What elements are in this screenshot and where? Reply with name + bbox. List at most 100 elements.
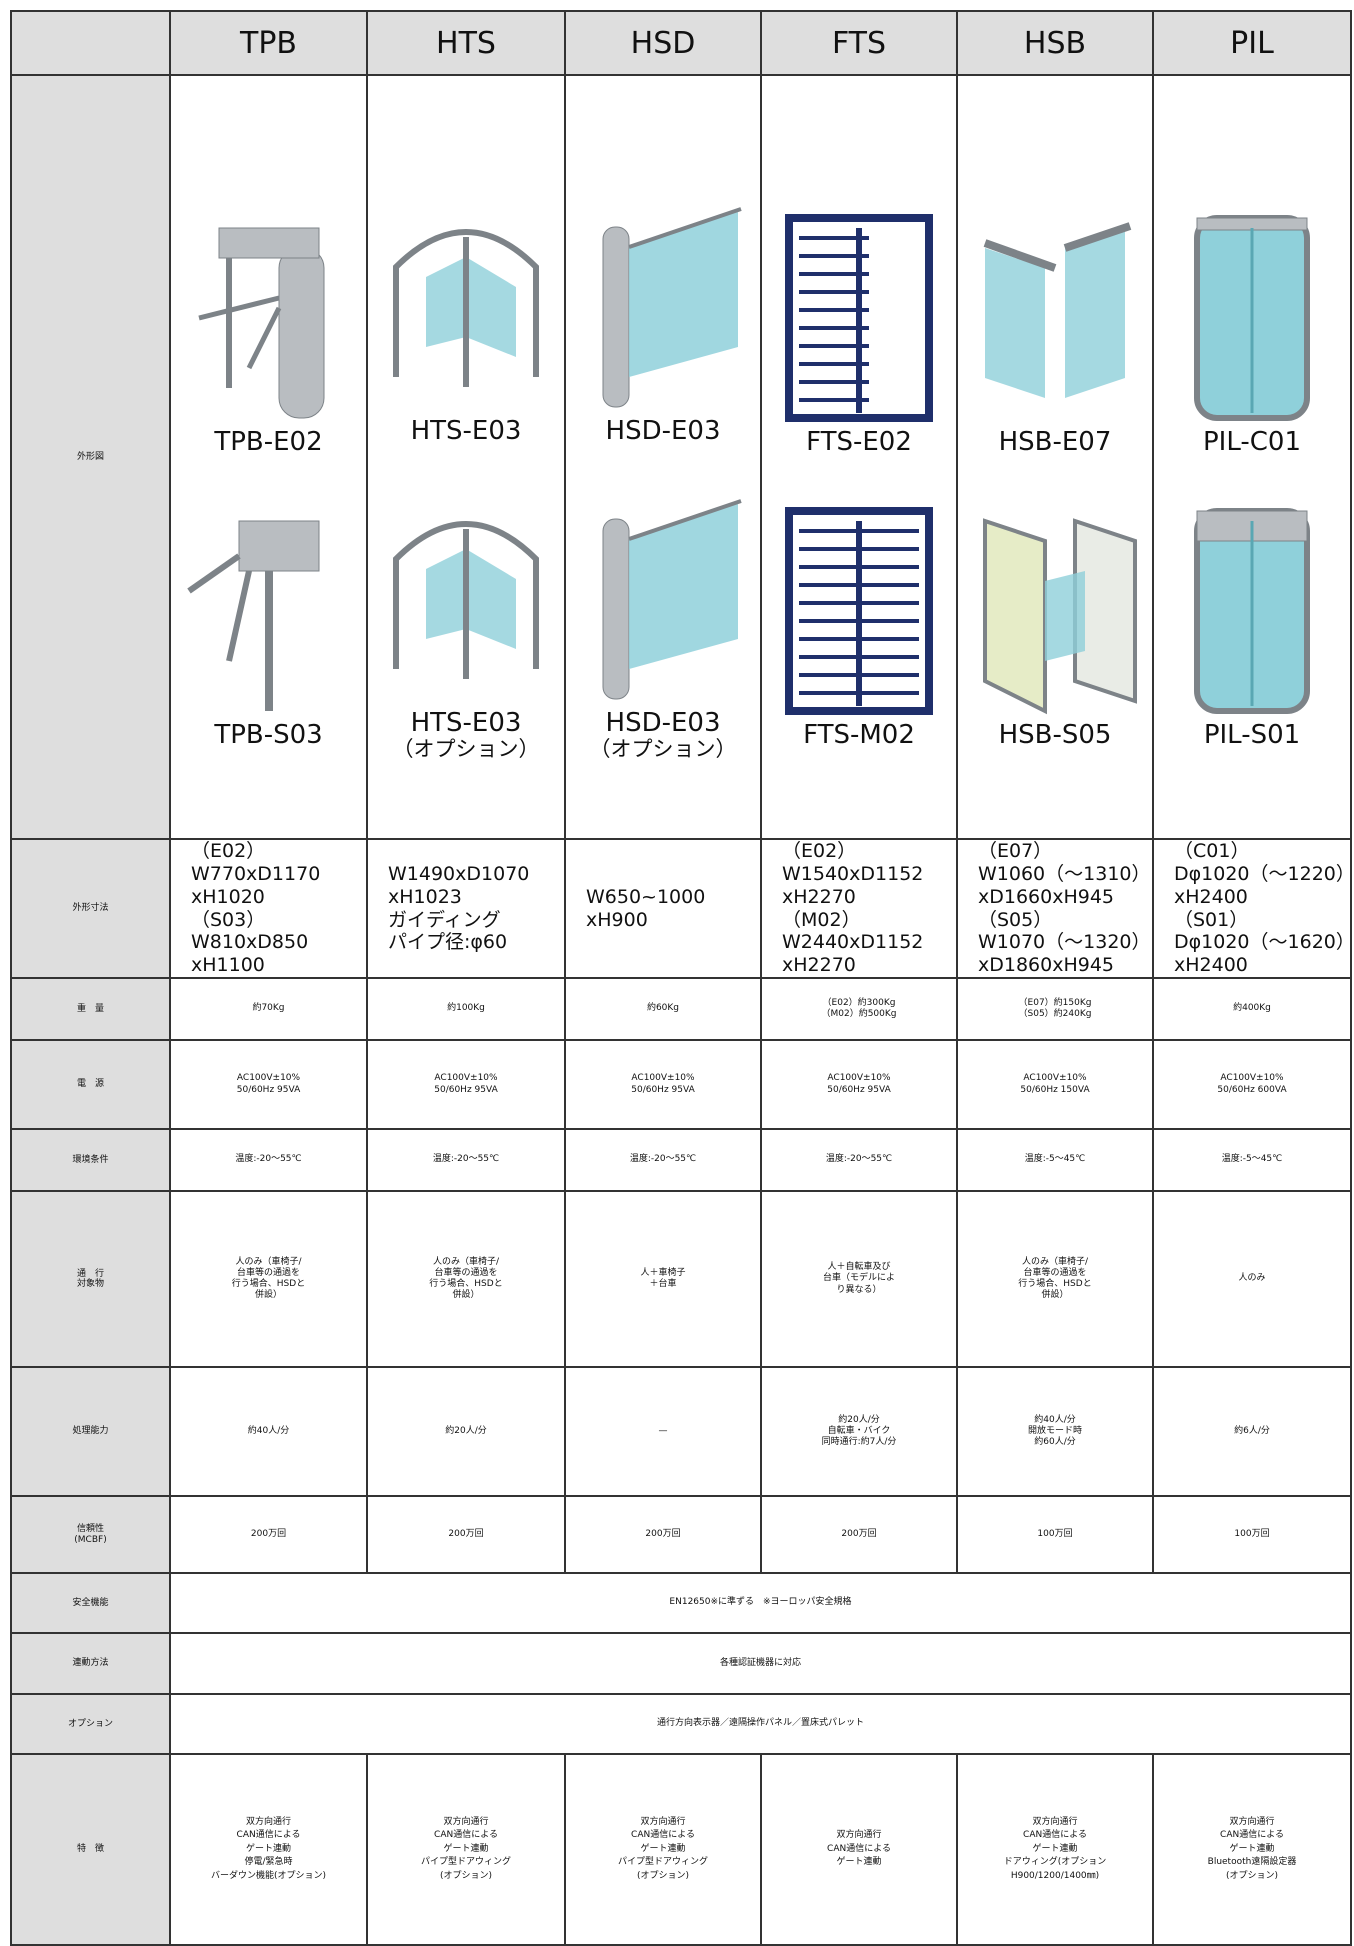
corner-cell bbox=[10, 10, 171, 76]
cell-text: 200万回 bbox=[448, 1528, 484, 1539]
cell-text: 通行方向表示器／遠隔操作パネル／置床式パレット bbox=[656, 1718, 864, 1729]
cell-text: 安全機能 bbox=[72, 1597, 109, 1608]
spec-cell: 温度:-5〜45℃ bbox=[1152, 1128, 1352, 1192]
spec-row: オプション 通行方向表示器／遠隔操作パネル／置床式パレット bbox=[10, 1693, 1352, 1755]
spec-cell: 200万回 bbox=[564, 1495, 762, 1574]
row-label: 外形図 bbox=[10, 74, 171, 840]
outline-cell: FTS-E02 FTS-M02 bbox=[760, 74, 958, 840]
cell-text: CAN通信による bbox=[236, 1830, 301, 1841]
cell-text: り異なる） bbox=[836, 1284, 882, 1295]
outline-cell: HSB-E07 HSB-S05 bbox=[956, 74, 1154, 840]
cell-text: 通 行 bbox=[76, 1268, 104, 1279]
spec-cell: 温度:-20〜55℃ bbox=[366, 1128, 566, 1192]
row-label: 安全機能 bbox=[10, 1572, 171, 1634]
cell-text: AC100V±10% bbox=[827, 1073, 891, 1084]
cell-text: xH2270 bbox=[782, 885, 856, 908]
cell-text: 重 量 bbox=[76, 1003, 104, 1014]
row-label: 重 量 bbox=[10, 977, 171, 1041]
cell-text: 50/60Hz 95VA bbox=[827, 1084, 891, 1095]
cell-text: AC100V±10% bbox=[434, 1073, 498, 1084]
spec-cell: 約20人/分 bbox=[366, 1366, 566, 1497]
cell-text: 人のみ（車椅子/ bbox=[235, 1256, 302, 1267]
cell-text: 200万回 bbox=[250, 1528, 287, 1539]
cell-text: 温度:-5〜45℃ bbox=[1221, 1154, 1283, 1165]
spec-cell: 温度:-5〜45℃ bbox=[956, 1128, 1154, 1192]
spec-row: 信頼性 (MCBF) 200万回 200万回 200万回 200万回 100万回 100万回 bbox=[10, 1495, 1352, 1574]
cell-text: 信頼性 bbox=[76, 1524, 104, 1535]
cell-text: xD1660xH945 bbox=[978, 885, 1115, 908]
cell-text: 50/60Hz 600VA bbox=[1217, 1084, 1287, 1095]
cell-text: HSD-E03 bbox=[605, 415, 721, 446]
cell-text: CAN通信による bbox=[1023, 1830, 1087, 1841]
spec-row: 処理能力 約40人/分 約20人/分 — 約20人/分 自転車・バイク 同時通行:約7人/分… bbox=[10, 1366, 1352, 1497]
cell-text: xH1020 bbox=[191, 885, 265, 908]
spec-row: 外形寸法 （E02） W770xD1170 xH1020 （S03） W810xD850 x… bbox=[10, 838, 1352, 979]
outline-box: TPB-E02 TPB-S03 bbox=[175, 164, 362, 749]
gate-illustration bbox=[983, 518, 1137, 715]
cell-text: 行う場合、HSDと bbox=[231, 1279, 306, 1289]
cell-text: xH1100 bbox=[191, 954, 265, 977]
spec-cell: 双方向通行 CAN通信による ゲート連動 Bluetooth遠隔設定器 (オプション) bbox=[1152, 1753, 1352, 1946]
cell-text: 特 徴 bbox=[76, 1844, 104, 1855]
cell-text: 各種認証機器に対応 bbox=[719, 1657, 801, 1668]
cell-text: 外形寸法 bbox=[72, 903, 109, 914]
gate-illustration bbox=[197, 227, 324, 419]
spec-cell: 双方向通行 CAN通信による ゲート連動 パイプ型ドアウィング (オプション) bbox=[366, 1753, 566, 1946]
spec-cell: 人のみ（車椅子/台車等の通過を 行う場合、HSDと 併設） bbox=[169, 1190, 368, 1368]
spec-cell: （C01） Dφ1020（〜1220） xH2400 （S01） Dφ1020（〜162… bbox=[1152, 838, 1352, 979]
cell-text: 約20人/分 bbox=[445, 1425, 487, 1436]
cell-text: 電 源 bbox=[76, 1079, 104, 1090]
cell-text: 双方向通行 bbox=[1032, 1816, 1078, 1827]
gate-illustration bbox=[393, 521, 539, 680]
gate-illustration bbox=[785, 214, 933, 423]
cell-text: ゲート連動 bbox=[836, 1857, 882, 1868]
cell-text: 50/60Hz 95VA bbox=[236, 1084, 301, 1095]
cell-text: 人のみ（車椅子/ bbox=[1021, 1256, 1089, 1267]
cell-text: （E07） bbox=[978, 840, 1053, 863]
cell-text: 約40人/分 bbox=[1034, 1414, 1076, 1425]
spec-row: 通 行対象物 人のみ（車椅子/台車等の通過を 行う場合、HSDと 併設） 人のみ（車椅子… bbox=[10, 1190, 1352, 1368]
cell-text: 温度:-20〜55℃ bbox=[235, 1154, 302, 1165]
cell-text: AC100V±10% bbox=[1023, 1073, 1087, 1084]
cell-text: 温度:-5〜45℃ bbox=[1024, 1154, 1086, 1165]
cell-text: パイプ型ドアウィング bbox=[420, 1857, 511, 1868]
spec-cell: （E02）約300Kg （M02）約500Kg bbox=[760, 977, 958, 1041]
spec-cell: （E07） W1060（〜1310） xD1660xH945 （S05） W1070（〜… bbox=[956, 838, 1154, 979]
spec-cell: 200万回 bbox=[366, 1495, 566, 1574]
column-header: HSD bbox=[564, 10, 762, 76]
cell-text: 人＋自転車及び bbox=[827, 1262, 891, 1273]
spec-cell: 双方向通行 CAN通信による ゲート連動 ドアウィング(オプション H900/1200/… bbox=[956, 1753, 1154, 1946]
spec-row: 安全機能 EN12650※に準ずる ※ヨーロッパ安全規格 bbox=[10, 1572, 1352, 1634]
cell-text: 行う場合、HSDと bbox=[429, 1279, 503, 1289]
row-label: 特 徴 bbox=[10, 1753, 171, 1946]
cell-text: H900/1200/1400㎜) bbox=[1010, 1870, 1100, 1881]
cell-text: （S03） bbox=[191, 908, 266, 931]
cell-text: 人＋車椅子 bbox=[640, 1267, 686, 1278]
table-body: TPB HTS HSD FTS HSB PIL 外形図 TPB-E02 TPB-S03 HTS-E… bbox=[10, 10, 1352, 1946]
cell-text: （S05）約240Kg bbox=[1018, 1009, 1092, 1019]
cell-text: 双方向通行 bbox=[836, 1830, 882, 1841]
outline-cell: TPB-E02 TPB-S03 bbox=[169, 74, 368, 840]
cell-text: 双方向通行 bbox=[245, 1816, 291, 1827]
cell-text: PIL bbox=[1230, 25, 1274, 61]
cell-text: W1060（〜1310） bbox=[978, 862, 1151, 885]
spec-cell: W650~1000 xH900 bbox=[564, 838, 762, 979]
cell-text: W810xD850 bbox=[191, 931, 309, 954]
cell-text: 行う場合、HSDと bbox=[1018, 1279, 1092, 1289]
cell-text: パイプ型ドアウィング bbox=[617, 1857, 708, 1868]
cell-text: （M02） bbox=[782, 908, 861, 931]
cell-text: Dφ1020（〜1620） bbox=[1174, 931, 1351, 954]
spec-table: TPB HTS HSD FTS HSB PIL 外形図 TPB-E02 TPB-S03 HTS-E… bbox=[10, 10, 1352, 1946]
cell-text: W650~1000 bbox=[586, 885, 706, 908]
cell-text: xH2400 bbox=[1174, 954, 1248, 977]
cell-text: TPB-E02 bbox=[214, 427, 323, 458]
cell-text: ゲート連動 bbox=[1032, 1843, 1078, 1854]
cell-text: 約400Kg bbox=[1233, 1003, 1271, 1014]
cell-text: 対象物 bbox=[76, 1279, 104, 1289]
spec-cell: 約40人/分 開放モード時 約60人/分 bbox=[956, 1366, 1154, 1497]
cell-text: 約100Kg bbox=[447, 1003, 485, 1014]
row-label: 外形寸法 bbox=[10, 838, 171, 979]
cell-text: （C01） bbox=[1174, 840, 1250, 863]
cell-text: (オプション) bbox=[439, 1870, 493, 1881]
spec-cell: 200万回 bbox=[169, 1495, 368, 1574]
